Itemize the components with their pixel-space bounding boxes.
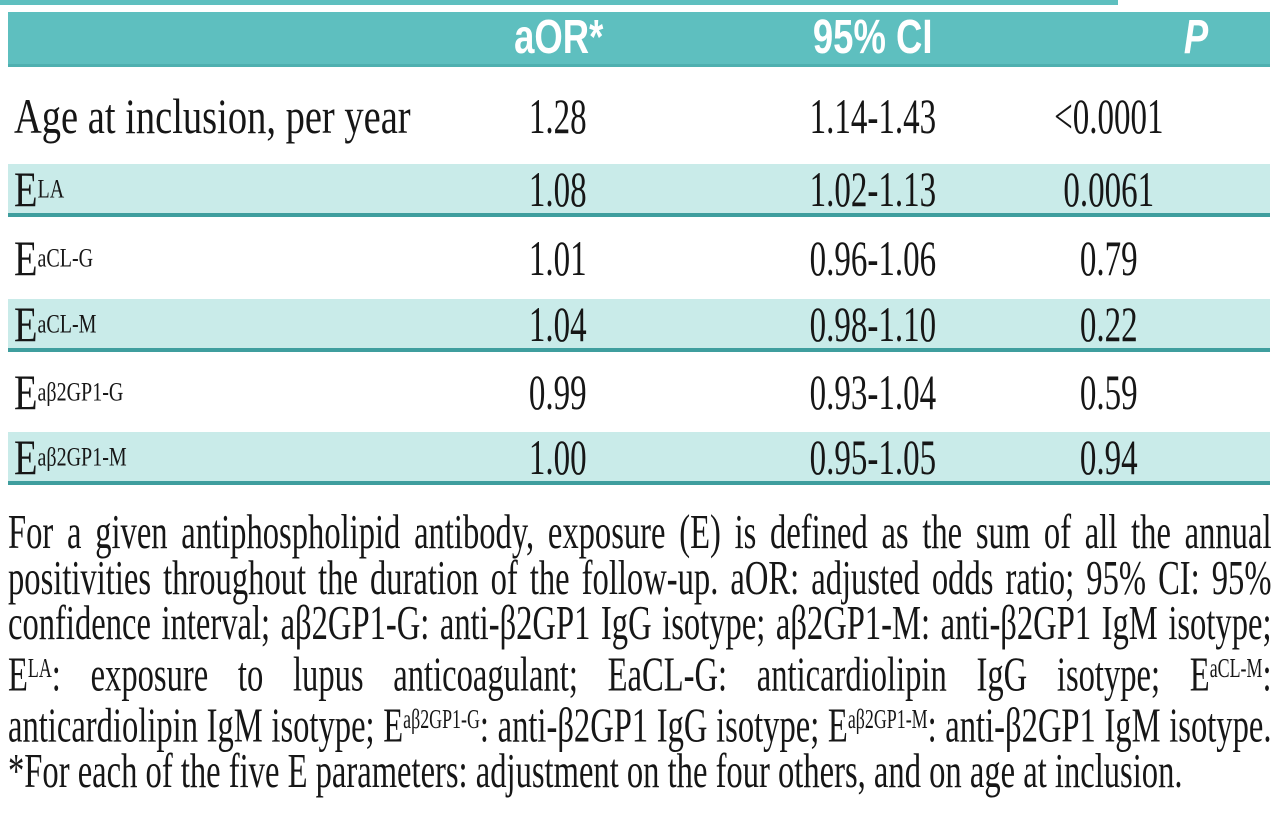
table-row: EaCL-G 1.01 0.96-1.06 0.79: [8, 217, 1270, 299]
table-row: Eaβ2GP1-G 0.99 0.93-1.04 0.59: [8, 352, 1270, 432]
ci-value: 0.98-1.10: [809, 295, 937, 352]
row-label-text: Age at inclusion, per year: [14, 87, 411, 144]
row-label-superscript: LA: [37, 174, 65, 204]
aor-value: 1.04: [529, 295, 588, 352]
row-label-superscript: aβ2GP1-M: [37, 442, 127, 472]
ci-value: 1.02-1.13: [809, 160, 937, 217]
row-label-text: E: [14, 295, 38, 352]
aor-value: 1.01: [529, 230, 588, 286]
table-row: Eaβ2GP1-M 1.00 0.95-1.05 0.94: [8, 432, 1270, 485]
aor-value: 1.28: [529, 87, 588, 144]
aor-value: 1.08: [529, 160, 588, 217]
table-header-row: aOR* 95% CI P: [8, 12, 1270, 67]
row-label-text: E: [14, 428, 38, 485]
row-label-superscript: aCL-G: [37, 243, 94, 273]
row-label: Eaβ2GP1-G: [8, 352, 428, 432]
row-label-text: E: [14, 364, 38, 420]
ci-value: 0.93-1.04: [809, 364, 937, 420]
row-label: EaCL-M: [8, 299, 428, 349]
row-label: ELA: [8, 164, 428, 214]
column-header-p-label: P: [1183, 11, 1209, 64]
p-value: <0.0001: [1054, 87, 1164, 144]
row-label-superscript: aCL-M: [37, 309, 97, 339]
table-row: ELA 1.08 1.02-1.13 0.0061: [8, 164, 1270, 217]
column-header-ci: 95% CI: [688, 12, 1058, 64]
results-table: aOR* 95% CI P Age at inclusion, per year…: [8, 12, 1270, 485]
table-row: Age at inclusion, per year 1.28 1.14-1.4…: [8, 67, 1270, 164]
aor-value: 1.00: [529, 428, 588, 485]
footnote: For a given antiphospholipid antibody, e…: [8, 509, 1272, 828]
ci-value: 0.96-1.06: [809, 230, 937, 286]
p-value: 0.0061: [1063, 160, 1155, 217]
column-header-empty: [8, 12, 428, 64]
column-header-p: P: [1058, 12, 1270, 64]
row-label-text: E: [14, 160, 38, 217]
ci-value: 1.14-1.43: [809, 87, 937, 144]
row-label: Age at inclusion, per year: [8, 67, 428, 164]
row-label-superscript: aβ2GP1-G: [37, 377, 124, 407]
row-label: EaCL-G: [8, 217, 428, 299]
p-value: 0.94: [1080, 428, 1138, 485]
top-rule: [0, 0, 1118, 5]
column-header-aor: aOR*: [428, 12, 688, 64]
footnote-text: For a given antiphospholipid antibody, e…: [8, 509, 1272, 798]
column-header-aor-label: aOR*: [513, 11, 603, 64]
row-label-text: E: [14, 230, 38, 286]
aor-value: 0.99: [529, 364, 588, 420]
p-value: 0.79: [1080, 230, 1138, 286]
column-header-ci-label: 95% CI: [813, 11, 933, 64]
p-value: 0.22: [1080, 295, 1138, 352]
p-value: 0.59: [1080, 364, 1138, 420]
table-row: EaCL-M 1.04 0.98-1.10 0.22: [8, 299, 1270, 352]
ci-value: 0.95-1.05: [809, 428, 937, 485]
row-label: Eaβ2GP1-M: [8, 432, 428, 482]
